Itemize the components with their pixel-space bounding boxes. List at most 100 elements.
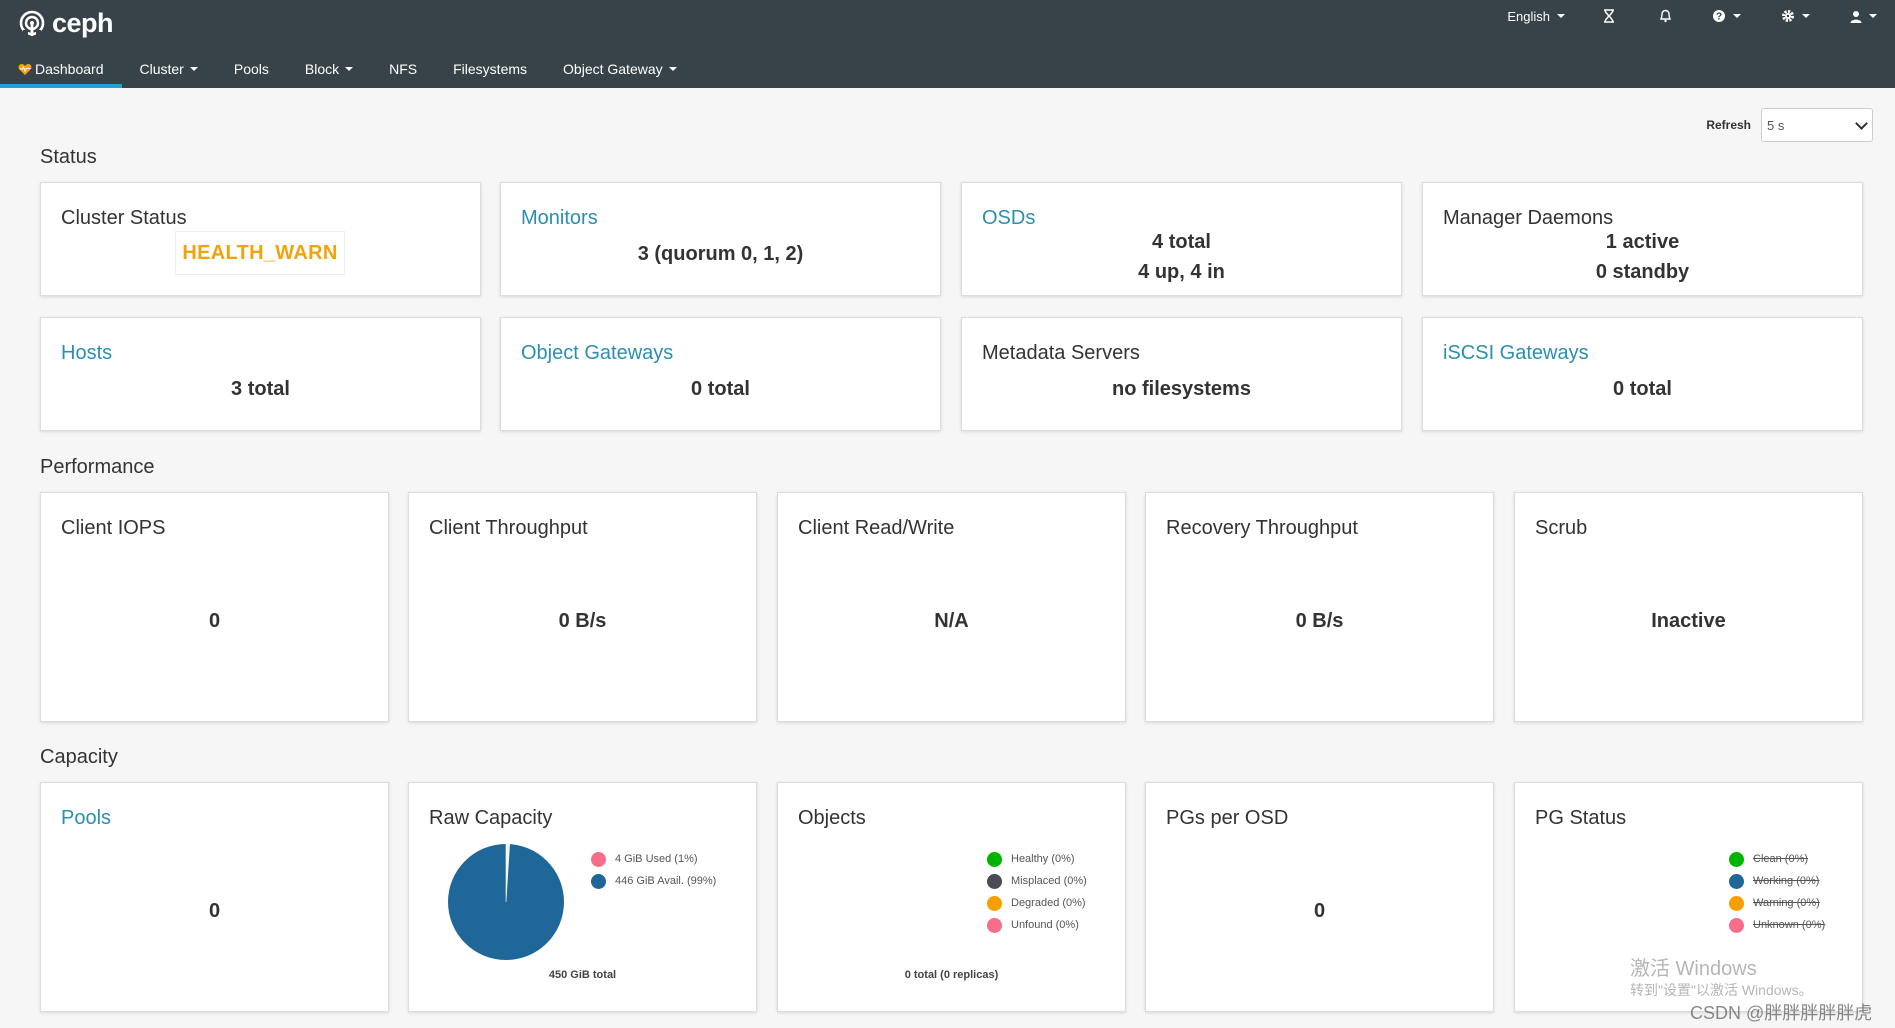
legend-label: Unknown (0%) xyxy=(1753,919,1826,931)
legend-item-working[interactable]: Working (0%) xyxy=(1729,870,1825,892)
user-dropdown[interactable] xyxy=(1850,10,1877,23)
section-title-status: Status xyxy=(40,146,97,168)
windows-activation-subtitle: 转到"设置"以激活 Windows。 xyxy=(1630,982,1813,998)
legend-item-healthy[interactable]: Healthy (0%) xyxy=(987,848,1087,870)
ceph-logo[interactable]: ceph xyxy=(18,8,114,39)
legend-item-unknown[interactable]: Unknown (0%) xyxy=(1729,914,1825,936)
pgs-per-osd-value: 0 xyxy=(1313,900,1326,922)
legend-dot xyxy=(591,873,606,889)
card-recovery-throughput: Recovery Throughput 0 B/s xyxy=(1145,492,1494,722)
card-title: Client Throughput xyxy=(429,517,588,539)
utility-menu: English ? xyxy=(1507,4,1895,28)
legend-item-used[interactable]: 4 GiB Used (1%) xyxy=(591,848,716,870)
chevron-down-icon xyxy=(1855,116,1868,130)
card-scrub: Scrub Inactive xyxy=(1514,492,1863,722)
legend-dot xyxy=(987,895,1002,911)
legend-item-unfound[interactable]: Unfound (0%) xyxy=(987,914,1087,936)
object-gateways-link[interactable]: Object Gateways xyxy=(521,342,674,364)
card-title: PGs per OSD xyxy=(1166,807,1289,829)
managers-standby: 0 standby xyxy=(1595,261,1690,283)
ceph-logo-icon xyxy=(19,10,45,36)
section-title-capacity: Capacity xyxy=(40,746,118,768)
nav-pools[interactable]: Pools xyxy=(216,50,287,88)
card-title: Cluster Status xyxy=(61,207,187,229)
legend-item-clean[interactable]: Clean (0%) xyxy=(1729,848,1825,870)
legend-item-avail[interactable]: 446 GiB Avail. (99%) xyxy=(591,870,716,892)
refresh-interval-value: 5 s xyxy=(1767,117,1785,133)
nav-cluster[interactable]: Cluster xyxy=(122,50,216,88)
card-cluster-status: Cluster Status HEALTH_WARN xyxy=(40,182,481,296)
osds-up-in: 4 up, 4 in xyxy=(1138,261,1225,283)
legend-item-misplaced[interactable]: Misplaced (0%) xyxy=(987,870,1087,892)
card-client-read-write: Client Read/Write N/A xyxy=(777,492,1126,722)
legend-label: Unfound (0%) xyxy=(1011,919,1079,931)
tasks-button[interactable] xyxy=(1603,9,1615,23)
language-dropdown[interactable]: English xyxy=(1507,9,1565,24)
nav-dashboard[interactable]: Dashboard xyxy=(0,50,122,88)
pools-link[interactable]: Pools xyxy=(61,807,112,829)
objects-legend: Healthy (0%) Misplaced (0%) Degraded (0%… xyxy=(987,848,1087,936)
nav-filesystems-label: Filesystems xyxy=(453,61,528,77)
csdn-credit: CSDN @胖胖胖胖胖虎 xyxy=(1690,1003,1873,1023)
objects-total: 0 total (0 replicas) xyxy=(904,969,999,981)
card-metadata-servers: Metadata Servers no filesystems xyxy=(961,317,1402,431)
notifications-button[interactable] xyxy=(1659,9,1672,23)
top-navbar: ceph English ? xyxy=(0,0,1895,88)
recovery-throughput-value: 0 B/s xyxy=(1295,610,1344,632)
nav-filesystems[interactable]: Filesystems xyxy=(435,50,545,88)
card-objects: Objects Healthy (0%) Misplaced (0%) Degr… xyxy=(777,782,1126,1012)
brand-name: ceph xyxy=(52,8,114,38)
hosts-link[interactable]: Hosts xyxy=(61,342,113,364)
card-title: Objects xyxy=(798,807,866,829)
card-title: Recovery Throughput xyxy=(1166,517,1358,539)
iscsi-gateways-link[interactable]: iSCSI Gateways xyxy=(1443,342,1589,364)
client-read-write-value: N/A xyxy=(934,610,969,632)
chevron-down-icon xyxy=(1557,14,1565,18)
monitors-link[interactable]: Monitors xyxy=(521,207,598,229)
user-icon xyxy=(1850,10,1862,23)
legend-dot xyxy=(1729,895,1744,911)
raw-capacity-pie-chart xyxy=(448,843,564,960)
card-object-gateways: Object Gateways 0 total xyxy=(500,317,941,431)
legend-item-warning[interactable]: Warning (0%) xyxy=(1729,892,1825,914)
card-pg-status: PG Status Clean (0%) Working (0%) Warnin… xyxy=(1514,782,1863,1012)
monitors-value: 3 (quorum 0, 1, 2) xyxy=(637,243,804,265)
health-status-badge[interactable]: HEALTH_WARN xyxy=(175,231,345,275)
legend-dot xyxy=(591,851,606,867)
nav-block[interactable]: Block xyxy=(287,50,371,88)
legend-label: Clean (0%) xyxy=(1753,853,1809,865)
raw-capacity-legend: 4 GiB Used (1%) 446 GiB Avail. (99%) xyxy=(591,848,716,892)
help-dropdown[interactable]: ? xyxy=(1712,9,1741,23)
legend-dot xyxy=(1729,851,1744,867)
pie-slice-used[interactable] xyxy=(505,843,510,903)
nav-object-gateway[interactable]: Object Gateway xyxy=(545,50,695,88)
legend-label: 446 GiB Avail. (99%) xyxy=(615,875,717,887)
section-title-performance: Performance xyxy=(40,456,155,478)
osds-link[interactable]: OSDs xyxy=(982,207,1036,229)
windows-activation-title: 激活 Windows xyxy=(1630,958,1757,980)
hourglass-icon xyxy=(1604,9,1614,23)
chevron-down-icon xyxy=(1733,14,1741,18)
nav-nfs[interactable]: NFS xyxy=(371,50,435,88)
raw-capacity-total: 450 GiB total xyxy=(548,969,617,981)
client-throughput-value: 0 B/s xyxy=(558,610,607,632)
chevron-down-icon xyxy=(189,67,198,71)
legend-dot xyxy=(987,917,1002,933)
gear-icon xyxy=(1782,10,1794,22)
refresh-interval-select[interactable]: 5 s xyxy=(1761,108,1873,142)
legend-dot xyxy=(1729,917,1744,933)
legend-label: Warning (0%) xyxy=(1753,897,1820,909)
language-label: English xyxy=(1507,8,1550,24)
nav-object-gateway-label: Object Gateway xyxy=(563,61,663,77)
metadata-servers-value: no filesystems xyxy=(1112,378,1251,400)
pools-value: 0 xyxy=(208,900,221,922)
settings-dropdown[interactable] xyxy=(1781,9,1810,23)
heartbeat-icon xyxy=(18,63,32,75)
pg-status-legend: Clean (0%) Working (0%) Warning (0%) Unk… xyxy=(1729,848,1825,936)
card-osds: OSDs 4 total 4 up, 4 in xyxy=(961,182,1402,296)
nav-block-label: Block xyxy=(304,61,340,77)
card-title: PG Status xyxy=(1535,807,1627,829)
chevron-down-icon xyxy=(345,67,354,71)
legend-item-degraded[interactable]: Degraded (0%) xyxy=(987,892,1087,914)
card-raw-capacity: Raw Capacity 4 GiB Used (1%) 446 GiB Ava… xyxy=(408,782,757,1012)
